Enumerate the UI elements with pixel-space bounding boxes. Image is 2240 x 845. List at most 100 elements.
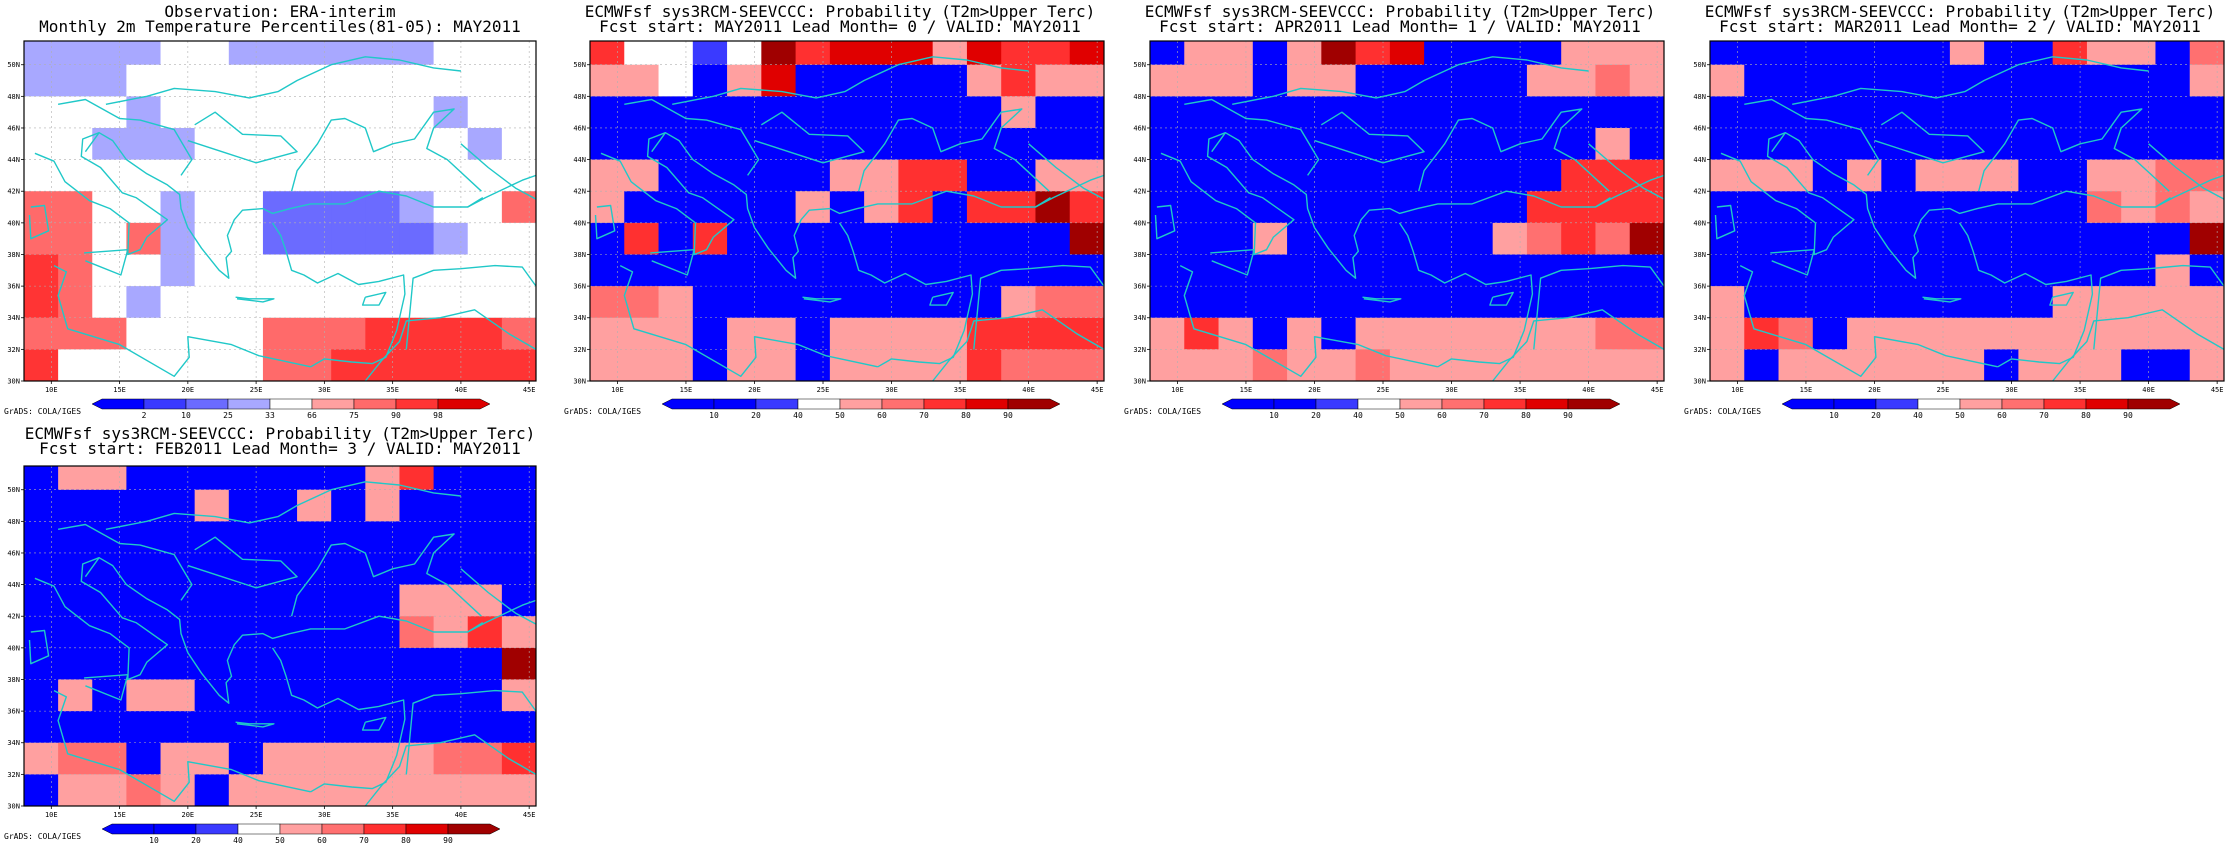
grid-cell — [932, 254, 968, 287]
grid-cell — [467, 317, 503, 350]
colorbar-swatch — [1875, 398, 1919, 410]
grid-cell — [1492, 191, 1528, 224]
grid-cell — [1287, 159, 1322, 192]
grid-cell — [58, 127, 93, 161]
lon-tick-label: 35E — [386, 811, 399, 819]
grid-cell — [24, 584, 59, 617]
grid-cell — [1847, 317, 1882, 350]
colorbar-label: 10 — [1269, 411, 1279, 420]
grid-cell — [829, 127, 865, 161]
colorbar-swatch — [797, 398, 841, 410]
coastline-path — [290, 108, 482, 192]
grid-cell — [1595, 254, 1631, 287]
graticule — [1710, 41, 2224, 382]
grid-cell — [1561, 159, 1596, 192]
grid-cell — [1949, 222, 1985, 255]
grid-cell — [297, 317, 332, 350]
colorbar-swatch — [1833, 398, 1877, 410]
grid-cell — [1984, 286, 2019, 319]
grid-cell — [58, 222, 93, 255]
grid-cell — [2189, 127, 2225, 161]
coastline-path — [665, 132, 1051, 279]
grid-cell — [1812, 159, 1848, 192]
colorbar-swatch — [395, 398, 439, 410]
grid-cell — [331, 191, 366, 224]
grid-cell — [1595, 191, 1631, 224]
grid-cell — [864, 317, 899, 350]
grid-cell — [24, 127, 59, 161]
grid-cell — [2052, 64, 2088, 97]
grid-cell — [2018, 191, 2054, 224]
grid-cell — [1184, 41, 1220, 66]
coastline-path — [1533, 264, 1665, 350]
grid-cell — [160, 742, 196, 775]
grid-cell — [1150, 254, 1185, 287]
grid-cell — [262, 286, 298, 319]
grid-cell — [761, 317, 797, 350]
colorbar-label: 50 — [1395, 411, 1405, 420]
grid-cell — [2018, 349, 2054, 382]
grid-cell — [467, 679, 503, 712]
grid-cell — [297, 41, 332, 66]
coastline-path — [1744, 98, 1880, 176]
grid-cell — [1458, 127, 1494, 161]
grid-cell — [2121, 41, 2156, 66]
grid-cell — [92, 286, 127, 319]
grid-cell — [1778, 286, 1814, 319]
grid-cell — [297, 96, 332, 129]
grid-cell — [1949, 191, 1985, 224]
colorbar-swatch — [1315, 398, 1359, 410]
lon-tick-label: 10E — [45, 811, 58, 819]
lat-tick-label: 38N — [573, 251, 586, 259]
grid-cell — [1184, 127, 1220, 161]
grid-cell — [1526, 159, 1562, 192]
grid-cell — [1321, 96, 1357, 129]
grid-cell — [297, 127, 332, 161]
grid-cell — [467, 222, 503, 255]
lat-tick-label: 40N — [1693, 219, 1706, 227]
grid-cell — [399, 254, 435, 287]
grid-cell — [24, 679, 59, 712]
colorbar-swatch — [662, 398, 715, 410]
grid-cell — [160, 96, 196, 129]
lat-tick-label: 42N — [7, 188, 20, 196]
lon-tick-label: 25E — [250, 811, 263, 819]
lat-tick-label: 38N — [7, 251, 20, 259]
lat-tick-label: 46N — [1133, 124, 1146, 132]
grid-cell — [1287, 254, 1322, 287]
colorbar-swatch — [405, 823, 449, 835]
grid-cell — [160, 191, 196, 224]
grid-cell — [92, 41, 127, 66]
grid-cell — [501, 96, 537, 129]
grid-cell — [966, 222, 1002, 255]
grid-cell — [228, 317, 264, 350]
grid-cell — [2086, 349, 2122, 382]
coastline-path — [672, 56, 1029, 105]
grid-cell — [297, 647, 332, 680]
grid-cell — [297, 489, 332, 522]
grid-cell — [194, 254, 230, 287]
lat-tick-label: 36N — [7, 283, 20, 291]
grid-cell — [1595, 349, 1631, 382]
grid-cell — [1710, 254, 1745, 287]
grid-cell — [92, 64, 127, 97]
grid-cell — [1069, 64, 1105, 97]
grid-cell — [126, 222, 162, 255]
grid-cell — [1458, 191, 1494, 224]
grid-cell — [297, 616, 332, 649]
coastline-path — [2093, 264, 2225, 350]
grid-cell — [1424, 41, 1459, 66]
grid-cell — [1424, 222, 1459, 255]
grid-cell — [58, 349, 93, 382]
lat-tick-label: 44N — [573, 156, 586, 164]
lon-tick-label: 20E — [748, 386, 761, 394]
grid-cells — [1710, 41, 2225, 382]
coastline-path — [932, 309, 1105, 382]
grid-cell — [467, 489, 503, 522]
grid-cell — [194, 647, 230, 680]
grid-cell — [1035, 349, 1071, 382]
grid-cell — [1847, 254, 1882, 287]
grid-cell — [24, 647, 59, 680]
grid-cell — [1526, 96, 1562, 129]
grid-cell — [433, 742, 469, 775]
